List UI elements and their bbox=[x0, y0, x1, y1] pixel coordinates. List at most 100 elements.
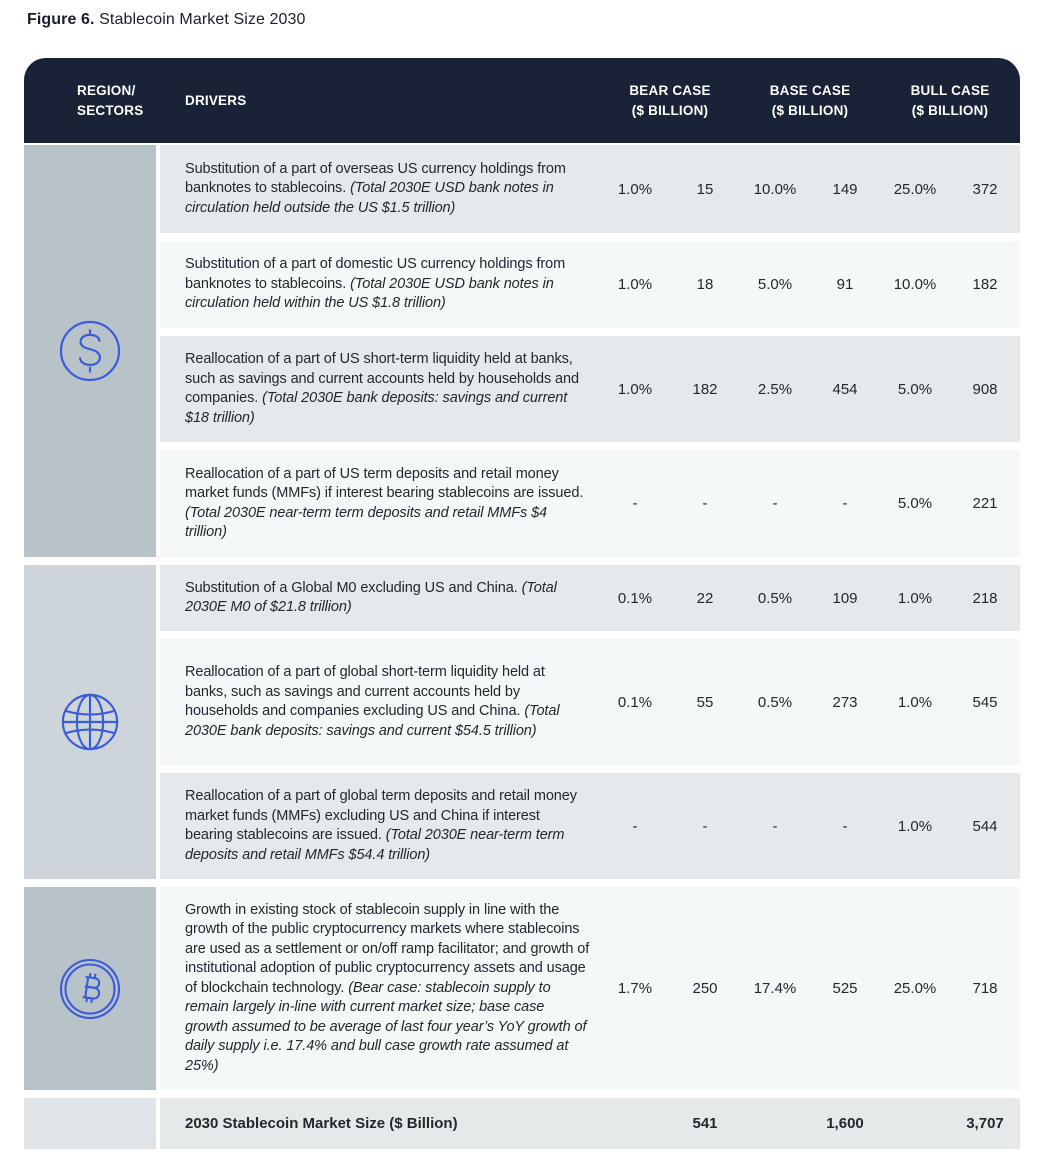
table-row: Substitution of a Global M0 excluding US… bbox=[160, 565, 1020, 631]
header-region-sectors: REGION/ SECTORS bbox=[24, 58, 160, 143]
driver-description: Reallocation of a part of US short-term … bbox=[185, 351, 579, 406]
total-bear-value: 541 bbox=[692, 1115, 718, 1132]
figure-label: Figure 6. bbox=[27, 11, 95, 28]
driver-text: Reallocation of a part of global term de… bbox=[185, 787, 590, 865]
bear-case-value: 182 bbox=[692, 380, 718, 398]
bull-pct-value: 1.0% bbox=[897, 817, 933, 835]
bull-case-value: 908 bbox=[972, 380, 998, 398]
base-pct-value: - bbox=[772, 817, 778, 835]
bear-pct-value: - bbox=[632, 817, 638, 835]
table-header: REGION/ SECTORS DRIVERS BEAR CASE ($ BIL… bbox=[24, 58, 1020, 143]
figure-title: Figure 6. Stablecoin Market Size 2030 bbox=[27, 11, 306, 29]
header-base-case: BASE CASE ($ BILLION) bbox=[740, 58, 880, 143]
header-bear-case: BEAR CASE ($ BILLION) bbox=[600, 58, 740, 143]
total-bull-value: 3,707 bbox=[966, 1115, 1004, 1132]
driver-text: Substitution of a Global M0 excluding US… bbox=[185, 579, 590, 618]
base-case-value: 149 bbox=[832, 180, 858, 198]
base-pct-value: 5.0% bbox=[757, 276, 793, 293]
total-label: 2030 Stablecoin Market Size ($ Billion) bbox=[185, 1115, 458, 1132]
driver-note: (Total 2030E bank deposits: savings and … bbox=[185, 390, 568, 426]
sector-group-usd: Substitution of a part of overseas US cu… bbox=[24, 145, 1020, 557]
driver-note: (Total 2030E USD bank notes in circulati… bbox=[185, 275, 554, 312]
bear-pct-value: 1.0% bbox=[617, 380, 653, 398]
driver-cell: Reallocation of a part of global term de… bbox=[160, 773, 600, 879]
driver-description: Growth in existing stock of stablecoin s… bbox=[185, 901, 590, 996]
total-sector-spacer bbox=[24, 1098, 156, 1149]
total-base-value: 1,600 bbox=[826, 1115, 864, 1132]
bear-case-value: 250 bbox=[692, 980, 718, 997]
driver-description: Reallocation of a part of global short-t… bbox=[185, 664, 545, 719]
base-case-value: 109 bbox=[832, 589, 858, 607]
group-crypto-rows: Growth in existing stock of stablecoin s… bbox=[160, 887, 1020, 1090]
header-bear-line1: BEAR CASE bbox=[629, 83, 711, 99]
table-row: Reallocation of a part of global short-t… bbox=[160, 639, 1020, 765]
bear-pct-value: 1.0% bbox=[617, 180, 653, 198]
globe-icon bbox=[24, 565, 156, 879]
bull-case-value: 182 bbox=[972, 276, 998, 293]
table-row: Reallocation of a part of US term deposi… bbox=[160, 450, 1020, 557]
bull-case-value: 218 bbox=[972, 589, 998, 607]
bear-pct-value: - bbox=[632, 495, 638, 512]
bull-pct-value: 5.0% bbox=[897, 380, 933, 398]
bull-pct-value: 10.0% bbox=[893, 276, 937, 293]
header-drivers: DRIVERS bbox=[160, 58, 600, 143]
bear-pct-value: 1.7% bbox=[617, 980, 653, 997]
driver-note: (Bear case: stablecoin supply to remain … bbox=[185, 979, 587, 1074]
header-region-line1: REGION/ bbox=[77, 83, 136, 99]
driver-text: Substitution of a part of overseas US cu… bbox=[185, 160, 590, 219]
driver-cell: Reallocation of a part of US short-term … bbox=[160, 336, 600, 442]
driver-text: Reallocation of a part of global short-t… bbox=[185, 663, 590, 741]
bull-pct-value: 1.0% bbox=[897, 693, 933, 711]
header-region-line2: SECTORS bbox=[77, 102, 144, 118]
bear-case-value: 22 bbox=[696, 589, 714, 607]
bull-case-value: 545 bbox=[972, 693, 998, 711]
sector-group-global: Substitution of a Global M0 excluding US… bbox=[24, 565, 1020, 879]
base-pct-value: 17.4% bbox=[753, 980, 797, 997]
bear-case-value: 55 bbox=[696, 693, 714, 711]
base-case-value: 91 bbox=[836, 276, 854, 293]
header-drivers-label: DRIVERS bbox=[185, 92, 247, 108]
bull-case-value: 544 bbox=[972, 817, 998, 835]
bear-case-value: - bbox=[702, 495, 708, 512]
driver-text: Reallocation of a part of US term deposi… bbox=[185, 465, 590, 543]
header-bull-case: BULL CASE ($ BILLION) bbox=[880, 58, 1020, 143]
driver-cell: Reallocation of a part of global short-t… bbox=[160, 639, 600, 765]
driver-note: (Total 2030E bank deposits: savings and … bbox=[185, 703, 560, 739]
bitcoin-icon bbox=[24, 887, 156, 1090]
driver-description: Reallocation of a part of US term deposi… bbox=[185, 465, 584, 502]
driver-text: Substitution of a part of domestic US cu… bbox=[185, 255, 590, 314]
base-pct-value: 10.0% bbox=[753, 180, 797, 198]
total-bull-pct-spacer bbox=[880, 1098, 950, 1149]
dollar-icon bbox=[24, 145, 156, 557]
driver-note: (Total 2030E near-term term deposits and… bbox=[185, 504, 547, 541]
driver-cell: Substitution of a part of overseas US cu… bbox=[160, 145, 600, 233]
bull-case-value: 221 bbox=[972, 495, 998, 512]
base-pct-value: - bbox=[772, 495, 778, 512]
base-case-value: - bbox=[842, 495, 848, 512]
base-case-value: 525 bbox=[832, 980, 858, 997]
bull-case-value: 718 bbox=[972, 980, 998, 997]
base-case-value: 454 bbox=[832, 380, 858, 398]
stablecoin-market-table: REGION/ SECTORS DRIVERS BEAR CASE ($ BIL… bbox=[24, 58, 1020, 1149]
header-bear-line2: ($ BILLION) bbox=[631, 102, 709, 118]
driver-description: Substitution of a Global M0 excluding US… bbox=[185, 579, 518, 596]
figure-name: Stablecoin Market Size 2030 bbox=[99, 11, 306, 28]
bear-case-value: - bbox=[702, 817, 708, 835]
header-bull-line1: BULL CASE bbox=[910, 83, 990, 99]
driver-note: (Total 2030E USD bank notes in circulati… bbox=[185, 180, 554, 216]
base-pct-value: 2.5% bbox=[757, 380, 793, 398]
total-row-inner: 2030 Stablecoin Market Size ($ Billion) … bbox=[160, 1098, 1020, 1149]
driver-text: Growth in existing stock of stablecoin s… bbox=[185, 901, 590, 1077]
table-row: Growth in existing stock of stablecoin s… bbox=[160, 887, 1020, 1090]
bull-pct-value: 25.0% bbox=[893, 980, 937, 997]
total-bear-pct-spacer bbox=[600, 1098, 670, 1149]
driver-cell: Reallocation of a part of US term deposi… bbox=[160, 450, 600, 557]
header-base-line2: ($ BILLION) bbox=[771, 102, 849, 118]
bear-pct-value: 0.1% bbox=[617, 693, 653, 711]
bear-case-value: 15 bbox=[696, 180, 714, 198]
driver-description: Substitution of a part of overseas US cu… bbox=[185, 160, 566, 197]
total-base-pct-spacer bbox=[740, 1098, 810, 1149]
table-row: Reallocation of a part of global term de… bbox=[160, 773, 1020, 879]
table-row: Substitution of a part of overseas US cu… bbox=[160, 145, 1020, 233]
driver-cell: Substitution of a Global M0 excluding US… bbox=[160, 565, 600, 631]
